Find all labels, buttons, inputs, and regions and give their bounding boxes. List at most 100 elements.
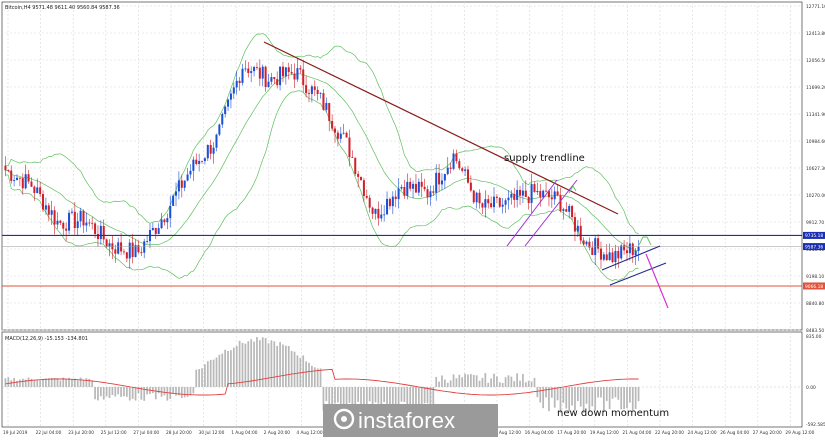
candle-body <box>328 103 331 121</box>
price-tick-label: 12413.80 <box>806 31 825 37</box>
candle-body <box>542 190 545 197</box>
candle-body <box>290 72 293 74</box>
time-tick-label: 28 Jul 20:00 <box>166 430 192 436</box>
candle-body <box>547 190 550 198</box>
candle-body <box>516 189 519 200</box>
candle-body <box>623 245 626 251</box>
candle-body <box>68 212 71 231</box>
candle-body <box>362 180 365 197</box>
time-tick-label: 27 Jul 04:00 <box>133 430 159 436</box>
time-tick-label: 16 Aug 04:00 <box>525 430 554 436</box>
time-tick-label: 19 Aug 12:00 <box>590 430 619 436</box>
time-tick-label: 30 Jul 12:00 <box>199 430 225 436</box>
candle-body <box>588 241 591 248</box>
candle-body <box>279 66 282 86</box>
macd-header: MACD(12,26,9) -15.153 -134.801 <box>5 336 88 342</box>
time-tick-label: 25 Jul 12:00 <box>101 430 127 436</box>
candle-body <box>545 190 548 192</box>
candle-body <box>507 197 510 201</box>
candle-body <box>360 176 363 181</box>
candle-body <box>562 209 565 211</box>
candle-body <box>559 195 562 211</box>
candle-body <box>137 245 140 253</box>
candle-body <box>345 132 348 138</box>
candle-body <box>102 225 105 240</box>
price-tick-label: 11699.20 <box>806 85 825 91</box>
candle-body <box>44 205 47 210</box>
candle-body <box>368 197 371 208</box>
candle-body <box>53 210 56 225</box>
candle-body <box>108 243 111 247</box>
candle-body <box>270 77 273 82</box>
candle-body <box>524 190 527 198</box>
candle-body <box>331 120 334 129</box>
candle-body <box>377 208 380 219</box>
candle-body <box>342 132 345 134</box>
time-tick-label: 27 Aug 20:00 <box>753 430 782 436</box>
candle-body <box>354 157 357 174</box>
candle-body <box>452 153 455 169</box>
candle-body <box>310 86 313 94</box>
bollinger-bands <box>5 33 639 281</box>
macd-tick-label: -592.585 <box>806 422 825 428</box>
macd-indicator <box>2 337 802 413</box>
time-tick-label: 21 Aug 04:00 <box>622 430 651 436</box>
candle-body <box>313 86 316 90</box>
macd-tick-label: 835.00 <box>806 334 822 340</box>
candle-body <box>172 195 175 206</box>
candle-body <box>550 197 553 200</box>
candle-body <box>21 178 24 189</box>
price-marker-box <box>803 231 825 239</box>
candle-body <box>440 180 443 185</box>
bollinger-line <box>5 33 639 235</box>
price-tick-label: 9912.70 <box>806 220 824 226</box>
candle-body <box>553 191 556 200</box>
candle-body <box>325 103 328 110</box>
candle-body <box>637 246 640 251</box>
candle-body <box>464 169 467 171</box>
candle-body <box>412 183 415 189</box>
candle-body <box>625 250 629 254</box>
candle-body <box>151 227 154 230</box>
price-tick-label: 12771.10 <box>806 4 825 10</box>
candle-body <box>576 225 579 232</box>
logo-text: instaforex <box>358 408 456 433</box>
candle-body <box>195 159 198 164</box>
candle-body <box>614 250 617 263</box>
candle-body <box>209 144 212 154</box>
candle-body <box>602 254 605 260</box>
candle-body <box>357 173 360 177</box>
candle-body <box>599 248 602 260</box>
candle-body <box>186 174 189 181</box>
candle-body <box>490 203 493 208</box>
candle-body <box>111 243 114 250</box>
candle-body <box>423 186 426 190</box>
candle-body <box>307 93 311 94</box>
candle-body <box>189 170 192 175</box>
level-marker <box>638 236 652 246</box>
candle-body <box>241 68 244 83</box>
supply-trendline-label: supply trendline <box>504 153 585 164</box>
candle-body <box>530 184 533 203</box>
candle-body <box>435 172 438 193</box>
candle-body <box>501 204 504 207</box>
candle-body <box>495 196 498 198</box>
candle-body <box>264 66 267 87</box>
candle-body <box>620 245 623 259</box>
candle-body <box>397 188 400 200</box>
symbol-header: Bitcoin,H4 9571.48 9611.40 9560.84 9587.… <box>5 5 120 11</box>
candle-body <box>50 210 53 215</box>
candle-body <box>56 220 59 225</box>
candle-body <box>305 85 308 94</box>
candle-body <box>85 222 88 226</box>
candle-body <box>174 191 178 196</box>
price-tick-label: 10627.30 <box>806 166 825 172</box>
candle-body <box>76 221 79 229</box>
candle-body <box>426 189 429 198</box>
candle-body <box>154 227 157 234</box>
candle-body <box>258 67 261 79</box>
candle-body <box>88 222 91 224</box>
candle-body <box>429 191 432 198</box>
